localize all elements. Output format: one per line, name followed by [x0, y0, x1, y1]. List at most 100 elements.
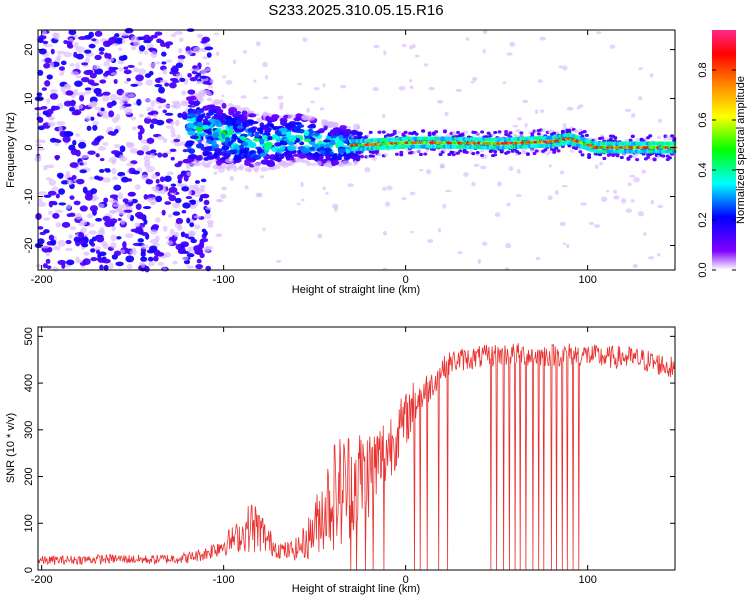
- spectrogram-cell: [170, 33, 177, 38]
- spectrogram-cell: [630, 134, 635, 138]
- spectrogram-cell: [292, 126, 301, 133]
- spectrogram-cell: [442, 129, 447, 133]
- spectrogram-cell: [399, 150, 404, 154]
- colorbar-label: Normalized spectral amplitude: [735, 76, 747, 224]
- spectrogram-cell: [200, 132, 207, 137]
- spectrogram-cell: [377, 152, 382, 156]
- spectrogram-cell: [44, 57, 52, 64]
- spectrogram-cell: [288, 121, 298, 127]
- spectrogram-cell: [110, 234, 117, 242]
- spectrogram-cell: [155, 252, 165, 257]
- spectrogram-cell: [364, 167, 371, 173]
- spectrogram-cell: [147, 111, 155, 116]
- spectrogram-cell: [66, 213, 73, 218]
- spectrogram-cell: [91, 38, 97, 42]
- spectrogram-cell: [471, 181, 476, 187]
- spectrogram-cell: [43, 217, 51, 221]
- spectrogram-cell: [480, 130, 485, 134]
- spectrogram-cell: [255, 41, 261, 47]
- spectrogram-cell: [287, 125, 292, 131]
- spectrogram-cell: [343, 155, 351, 161]
- spectrogram-cell: [340, 84, 347, 89]
- spectrogram-cell: [62, 135, 71, 143]
- spectrogram-cell: [86, 125, 92, 131]
- spectrogram-cell: [149, 153, 156, 159]
- spectrogram-cell: [418, 152, 423, 157]
- spectrogram-cell: [170, 133, 177, 138]
- spectrogram-cell: [47, 210, 53, 215]
- spectrogram-cell: [36, 92, 43, 97]
- spectrogram-cell: [665, 135, 670, 139]
- spectrogram-cell: [587, 155, 592, 159]
- spectrogram-cell: [596, 31, 602, 34]
- spectrogram-cell: [382, 186, 387, 192]
- spectrogram-cell: [366, 133, 371, 138]
- spectrogram-cell: [108, 66, 113, 74]
- spectrogram-cell: [672, 149, 677, 154]
- spectrogram-cell: [401, 197, 407, 201]
- spectrogram-cell: [199, 184, 206, 188]
- spectrogram-cell: [189, 110, 194, 114]
- spectrogram-cell: [98, 203, 105, 209]
- spectrogram-cell: [317, 233, 323, 239]
- spectrogram-cell: [517, 168, 521, 174]
- spectrogram-cell: [313, 87, 320, 91]
- spectrogram-cell: [409, 79, 413, 83]
- spectrogram-cell: [322, 83, 326, 88]
- spectrogram-cell: [178, 37, 184, 43]
- spectrogram-cell: [63, 100, 73, 107]
- spectrogram-cell: [60, 60, 67, 66]
- spectrogram-cell: [192, 186, 200, 192]
- spectrogram-cell: [72, 139, 77, 146]
- colorbar-ticks: 0.0 0.2 0.4 0.6 0.8: [697, 62, 736, 278]
- spectrogram-cell: [409, 85, 414, 90]
- spectrogram-cell: [217, 110, 223, 117]
- spectrogram-cell: [427, 133, 432, 137]
- spectrogram-cell: [135, 203, 142, 211]
- spectrogram-cell: [189, 76, 198, 82]
- spectrogram-cell: [626, 157, 631, 161]
- spectrogram-cell: [90, 116, 95, 121]
- spectrogram-cell: [508, 166, 514, 171]
- spectrogram-cell: [218, 115, 226, 119]
- spectrogram-cell: [63, 51, 73, 58]
- spectrogram-cell: [141, 262, 146, 268]
- spectrogram-cell: [377, 130, 382, 134]
- spectrogram-cell: [94, 68, 104, 75]
- spectrogram-cell: [161, 209, 166, 216]
- spectrogram-cell: [386, 185, 393, 191]
- spectrogram-cell: [205, 112, 214, 116]
- spectrogram-cell: [84, 49, 92, 54]
- spectrogram-cell: [49, 93, 59, 100]
- spectrogram-cell: [278, 127, 288, 132]
- spectrogram-cell: [147, 261, 156, 267]
- spectrogram-cell: [293, 156, 302, 163]
- spectrogram-cell: [262, 96, 269, 100]
- spectrogram-cell: [262, 61, 268, 68]
- spectrogram-cell: [536, 132, 541, 136]
- spectrogram-cell: [329, 151, 335, 156]
- spectrogram-cell: [151, 185, 160, 192]
- spectrogram-cell: [225, 79, 233, 85]
- spectrogram-cell: [535, 256, 541, 261]
- spectrogram-cell: [344, 131, 350, 138]
- spectrogram-cell: [162, 104, 171, 108]
- spectrogram-cell: [580, 202, 587, 206]
- spectrogram-cell: [598, 152, 603, 157]
- spectrogram-cell: [147, 47, 157, 51]
- spectrogram-cell: [78, 231, 85, 239]
- spectrogram-cell: [125, 255, 135, 263]
- spectrogram-cell: [150, 50, 158, 58]
- spectrogram-cell: [335, 140, 345, 147]
- spectrogram-cell: [370, 154, 375, 158]
- spectrogram-cell: [142, 206, 152, 210]
- snr-series-line: [37, 343, 676, 571]
- spectrogram-cell: [73, 41, 79, 49]
- spectrogram-cell: [215, 198, 222, 202]
- spectrogram-cell: [350, 155, 360, 160]
- spectrogram-cell: [168, 194, 177, 202]
- spectrogram-cell: [97, 146, 107, 151]
- spectrogram-cell: [648, 134, 653, 138]
- spectrogram-cell: [161, 51, 167, 57]
- spectrogram-cell: [300, 147, 310, 154]
